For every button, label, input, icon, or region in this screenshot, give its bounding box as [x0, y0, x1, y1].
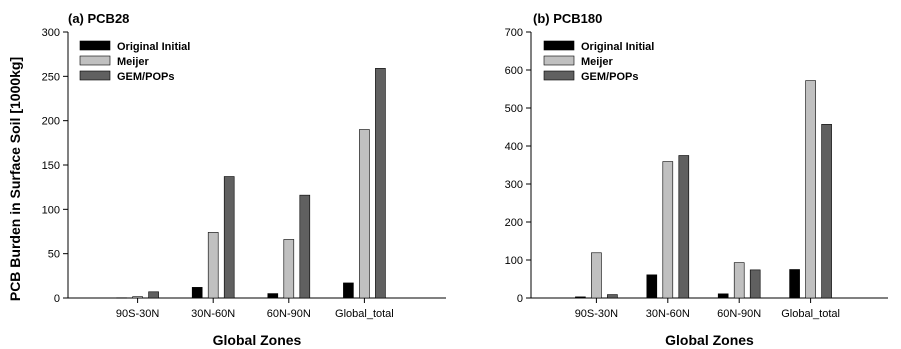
bar-gem-pops — [223, 176, 235, 299]
y-tick-label: 400 — [505, 141, 523, 153]
y-tick-label: 50 — [48, 249, 60, 261]
y-tick-label: 300 — [505, 179, 523, 191]
legend-swatch — [79, 40, 111, 51]
legend-label: GEM/POPs — [117, 71, 174, 83]
x-tick-label: Global_total — [335, 308, 394, 320]
bar-original-initial — [646, 274, 658, 299]
bar-meijer — [132, 296, 143, 299]
legend-label: Meijer — [117, 56, 150, 68]
x-tick-label: Global_total — [781, 308, 840, 320]
bar-gem-pops — [148, 291, 159, 299]
chart-panel-a: (a) PCB28 0 50 100 150 200 250 300 90S-30N 30N-60… — [7, 11, 446, 348]
bar-original-initial — [191, 287, 203, 299]
bar-meijer — [805, 80, 816, 299]
legend-label: Original Initial — [117, 41, 190, 53]
chart-panel-b: (b) PCB180 0 100 200 300 400 500 600 700 90S-30N 3… — [505, 11, 888, 348]
x-tick-label: 60N-90N — [267, 308, 311, 320]
panel-title: (a) PCB28 — [68, 11, 129, 26]
y-tick-label: 100 — [42, 204, 60, 216]
bar-gem-pops — [299, 194, 311, 299]
x-axis-title: Global Zones — [665, 332, 754, 348]
x-tick-label: 90S-30N — [575, 308, 618, 320]
bar-meijer — [359, 129, 370, 299]
bar-gem-pops — [678, 155, 690, 299]
bar-original-initial — [575, 296, 586, 299]
bar-original-initial — [343, 282, 354, 299]
x-tick-label: 60N-90N — [717, 308, 761, 320]
x-axis-title: Global Zones — [213, 332, 302, 348]
bar-original-initial — [717, 293, 729, 299]
bar-original-initial — [789, 269, 800, 299]
y-tick-label: 0 — [54, 293, 60, 305]
y-tick-label: 200 — [505, 217, 523, 229]
x-tick-label: 30N-60N — [191, 308, 235, 320]
x-tick-label: 90S-30N — [116, 308, 159, 320]
legend-swatch — [543, 40, 575, 51]
bar-gem-pops — [607, 294, 618, 299]
y-tick-label: 150 — [42, 160, 60, 172]
bar-meijer — [283, 239, 295, 299]
legend-swatch — [79, 55, 111, 66]
y-tick-label: 200 — [42, 116, 60, 128]
bar-gem-pops — [821, 124, 832, 299]
legend-swatch — [543, 70, 575, 81]
y-tick-label: 700 — [505, 27, 523, 39]
legend-swatch — [79, 70, 111, 81]
bar-original-initial — [267, 293, 279, 299]
panel-title: (b) PCB180 — [533, 11, 602, 26]
bar-gem-pops — [749, 269, 761, 299]
bar-meijer — [662, 161, 674, 299]
y-tick-label: 0 — [517, 293, 523, 305]
legend-label: Original Initial — [581, 41, 654, 53]
bar-gem-pops — [375, 68, 386, 299]
legend-label: Meijer — [581, 56, 614, 68]
y-tick-label: 250 — [42, 71, 60, 83]
y-axis-title: PCB Burden in Surface Soil [1000kg] — [7, 57, 23, 301]
y-tick-label: 600 — [505, 65, 523, 77]
legend-swatch — [543, 55, 575, 66]
legend-label: GEM/POPs — [581, 71, 638, 83]
y-tick-label: 300 — [42, 27, 60, 39]
bar-meijer — [733, 262, 745, 299]
x-tick-label: 30N-60N — [646, 308, 690, 320]
bar-original-initial — [116, 297, 127, 299]
y-tick-label: 500 — [505, 103, 523, 115]
y-tick-label: 100 — [505, 255, 523, 267]
bar-meijer — [207, 232, 219, 299]
bar-meijer — [591, 252, 602, 299]
